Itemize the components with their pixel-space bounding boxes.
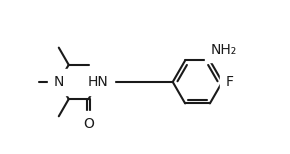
Text: O: O: [83, 117, 94, 131]
Text: HN: HN: [88, 75, 109, 89]
Text: NH₂: NH₂: [211, 43, 237, 57]
Text: F: F: [225, 75, 233, 89]
Text: N: N: [54, 75, 64, 89]
